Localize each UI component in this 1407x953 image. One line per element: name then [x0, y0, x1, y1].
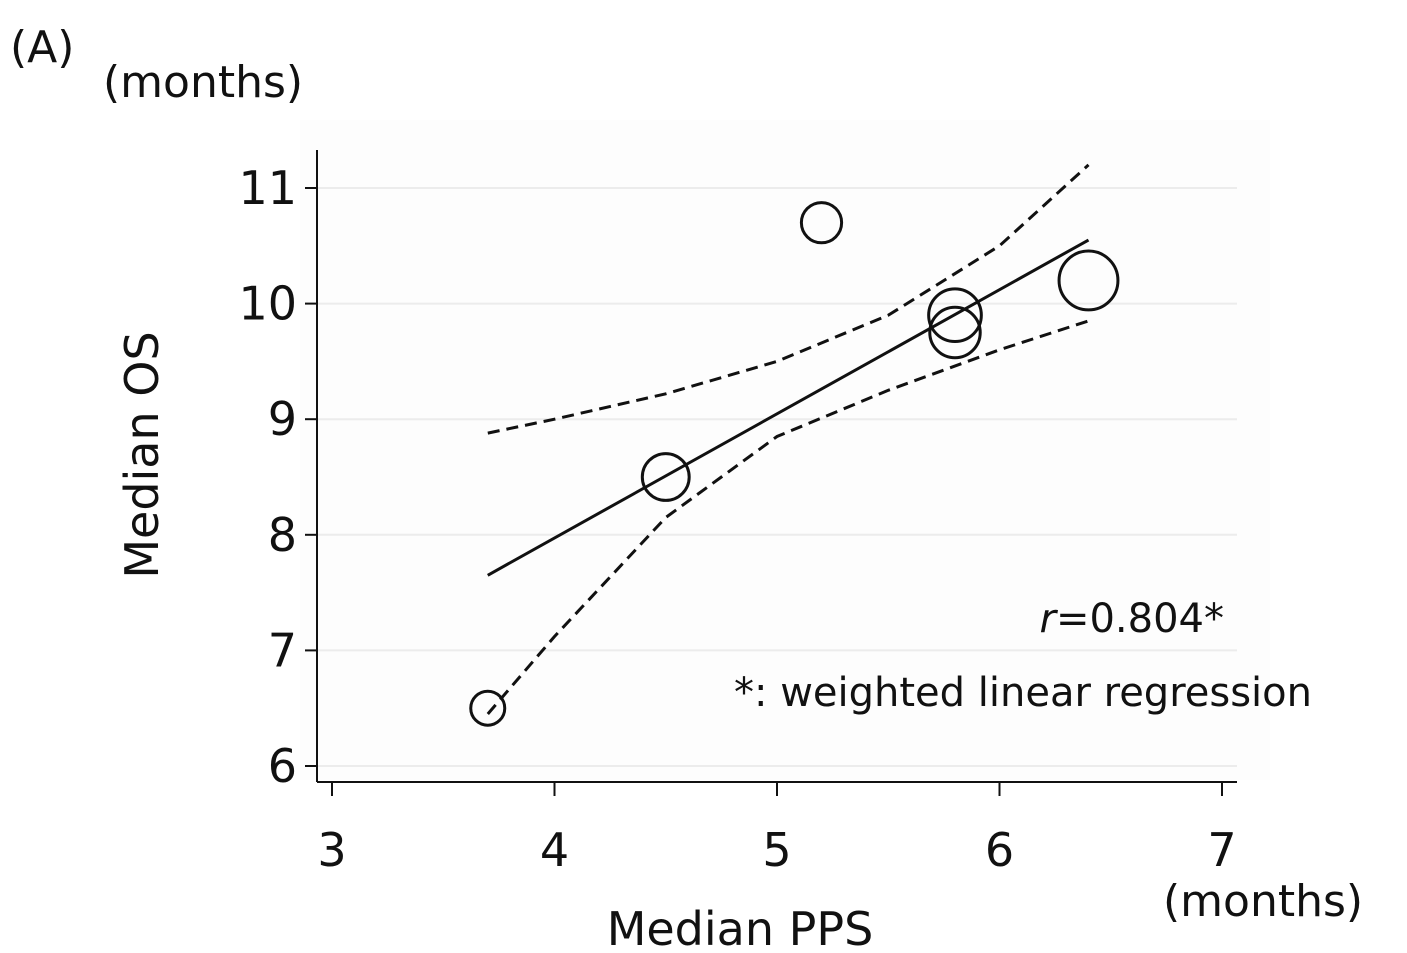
upper-confidence-band [487, 163, 1090, 435]
x-unit-label: (months) [1163, 876, 1363, 927]
y-axis-title: Median OS [115, 331, 169, 578]
x-tick-label: 6 [985, 823, 1014, 877]
series [469, 163, 1120, 727]
data-point [640, 452, 691, 502]
regression-line [487, 238, 1090, 577]
lower-confidence-band [486, 319, 1089, 715]
y-tick-label: 7 [268, 623, 297, 677]
x-tick-label: 5 [762, 823, 791, 877]
x-tick-label: 7 [1207, 823, 1236, 877]
data-point [1057, 249, 1120, 312]
y-unit-label: (months) [103, 57, 303, 108]
x-tick-label: 3 [317, 823, 346, 877]
data-point [927, 287, 983, 343]
gridlines [317, 187, 1237, 767]
y-tick-label: 10 [238, 277, 297, 331]
x-axis-title: Median PPS [607, 902, 874, 953]
y-tick-label: 11 [238, 161, 297, 215]
correlation-annotation: r=0.804* [1040, 596, 1224, 642]
plot-background [300, 120, 1270, 780]
data-point [799, 201, 844, 245]
y-tick-label: 6 [268, 739, 297, 793]
y-tick-label: 9 [268, 392, 297, 446]
y-tick-label: 8 [268, 508, 297, 562]
correlation-symbol: r [1040, 596, 1059, 642]
x-tick-label: 4 [540, 823, 569, 877]
data-point [469, 689, 507, 727]
regression-note: *: weighted linear regression [734, 670, 1312, 716]
data-point [928, 305, 982, 360]
panel-label: (A) [10, 22, 74, 73]
ticks: 6 7 8 9 10 11 3 4 5 6 7 [238, 161, 1236, 877]
correlation-value: =0.804* [1056, 596, 1224, 642]
